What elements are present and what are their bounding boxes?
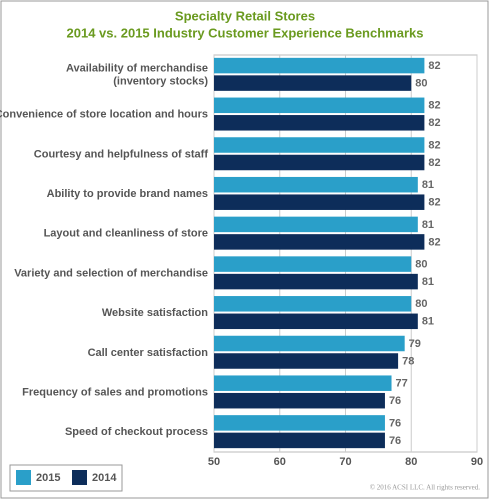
bar [214, 194, 425, 210]
legend-label: 2015 [36, 472, 60, 484]
x-tick-label: 60 [274, 456, 286, 468]
y-tick-label: Convenience of store location and hours [0, 108, 208, 120]
value-label: 81 [422, 219, 434, 231]
value-label: 82 [428, 60, 440, 72]
footnote: © 2016 ACSI LLC. All rights reserved. [370, 484, 481, 492]
value-label: 80 [415, 78, 427, 90]
value-label: 82 [428, 139, 440, 151]
bar [214, 176, 418, 193]
bar [214, 57, 425, 74]
bar [214, 234, 425, 250]
value-label: 81 [422, 179, 434, 191]
value-label: 76 [389, 435, 401, 447]
y-tick-label: Layout and cleanliness of store [44, 228, 208, 240]
y-tick-label: Speed of checkout process [65, 426, 208, 438]
legend-swatch [72, 470, 87, 485]
value-label: 76 [389, 395, 401, 407]
chart-subtitle: 2014 vs. 2015 Industry Customer Experien… [67, 25, 424, 40]
bar [214, 137, 425, 153]
bar [214, 97, 425, 114]
x-tick-label: 50 [208, 456, 220, 468]
value-label: 82 [428, 100, 440, 112]
chart-title: Specialty Retail Stores [175, 8, 315, 23]
bar [214, 335, 405, 352]
x-tick-label: 80 [405, 456, 417, 468]
value-label: 82 [428, 157, 440, 169]
bar [214, 353, 399, 369]
bar [214, 154, 425, 171]
value-label: 82 [428, 117, 440, 129]
bar [214, 273, 418, 290]
y-tick-label: Ability to provide brand names [47, 188, 208, 200]
value-label: 81 [422, 276, 434, 288]
y-tick-label: Frequency of sales and promotions [22, 386, 208, 398]
x-tick-label: 70 [339, 456, 351, 468]
value-label: 76 [389, 417, 401, 429]
value-label: 80 [415, 259, 427, 271]
y-tick-label: Courtesy and helpfulness of staff [34, 148, 209, 160]
y-tick-label: Availability of merchandise (inventory st… [66, 62, 208, 87]
value-label: 82 [428, 236, 440, 248]
y-tick-label: Website satisfaction [102, 307, 208, 319]
bar [214, 432, 385, 449]
bar [214, 115, 425, 131]
x-tick-label: 90 [471, 456, 483, 468]
value-label: 81 [422, 316, 434, 328]
value-label: 78 [402, 355, 414, 367]
bar [214, 256, 412, 272]
bar [214, 75, 412, 91]
legend-swatch [16, 470, 31, 485]
legend-label: 2014 [92, 472, 117, 484]
value-label: 77 [396, 378, 408, 390]
bar [214, 313, 418, 330]
value-label: 82 [428, 197, 440, 209]
bar [214, 415, 385, 431]
value-label: 79 [409, 338, 421, 350]
value-label: 80 [415, 298, 427, 310]
y-tick-label: Call center satisfaction [88, 347, 209, 359]
bar [214, 296, 412, 312]
bar [214, 392, 385, 409]
bar [214, 375, 392, 391]
y-tick-label: Variety and selection of merchandise [14, 267, 208, 279]
bar [214, 216, 418, 233]
